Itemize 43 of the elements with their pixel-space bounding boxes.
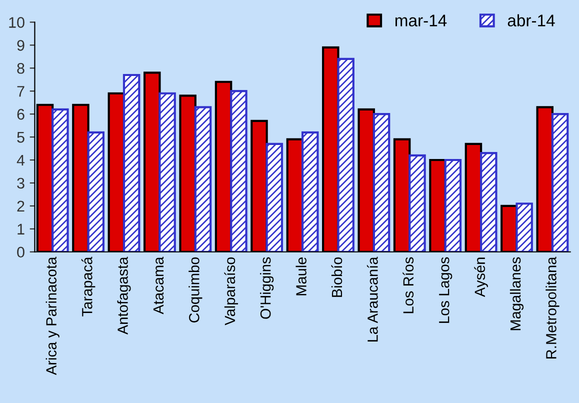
- x-tick-label: Tarapacá: [81, 256, 96, 316]
- bar: [337, 58, 354, 252]
- x-tick-label: R.Metropolitana: [546, 256, 560, 358]
- x-tick-label: Atacama: [153, 256, 164, 314]
- bar: [122, 74, 140, 252]
- bar: [444, 158, 462, 252]
- y-tick-label: 0: [17, 246, 24, 258]
- x-tick-label: Los Lagos: [439, 257, 452, 323]
- x-tick-label: La Araucanía: [366, 256, 378, 342]
- bar: [266, 142, 284, 252]
- x-tick-label: Arica y Parinacota: [46, 256, 60, 376]
- y-tick-label: 8: [17, 62, 24, 74]
- x-tick-label: Los Ríos: [402, 257, 414, 314]
- y-tick-label: 2: [17, 200, 24, 212]
- bar: [87, 131, 105, 252]
- bar: [516, 202, 533, 252]
- y-tick-label: 4: [16, 155, 25, 166]
- y-tick-label: 1: [18, 224, 24, 234]
- legend-label: abr-14: [508, 14, 555, 26]
- y-tick-label: 9: [17, 40, 24, 51]
- y-tick-label: 3: [17, 178, 24, 189]
- x-tick-label: Magallanes: [510, 257, 524, 330]
- y-tick-label: 5: [17, 132, 24, 143]
- bar: [230, 90, 248, 252]
- x-tick-label: Valparaíso: [224, 257, 238, 326]
- y-tick-label: 6: [17, 108, 24, 120]
- bar: [551, 113, 569, 252]
- x-tick-label: Antofagasta: [117, 256, 131, 335]
- x-tick-label: Maule: [296, 257, 306, 296]
- legend-label: mar-14: [395, 14, 447, 26]
- x-tick-label: Biobío: [331, 257, 342, 297]
- bar: [52, 108, 69, 252]
- y-tick-label: 10: [9, 17, 24, 28]
- bar: [372, 113, 390, 252]
- x-tick-label: Aysén: [474, 258, 488, 297]
- y-tick-label: 7: [17, 86, 24, 97]
- bar: [408, 154, 426, 252]
- bar: [480, 152, 498, 252]
- x-tick-label: Coquimbo: [188, 257, 202, 322]
- x-tick-label: O'Higgins: [260, 257, 274, 319]
- bar: [194, 106, 212, 252]
- bar: [301, 131, 319, 252]
- bar: [158, 92, 176, 252]
